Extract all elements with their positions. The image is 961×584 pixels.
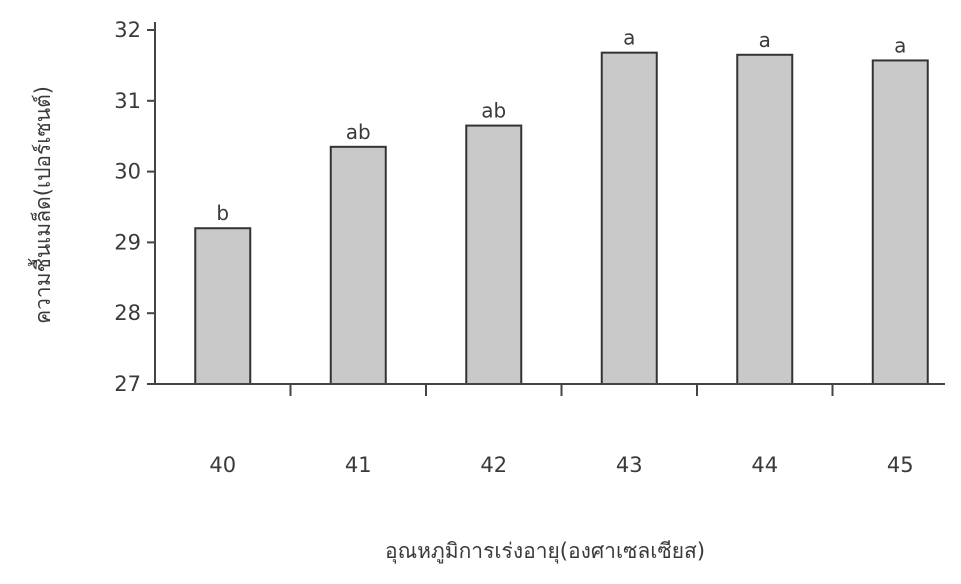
significance-label-40: b (216, 201, 229, 225)
significance-label-42: ab (481, 99, 506, 123)
significance-label-41: ab (346, 120, 371, 144)
y-axis: 27 28 29 30 31 32 (114, 18, 156, 396)
y-axis-title: ความชื้นเมล็ด(เปอร์เซนต์) (28, 86, 55, 324)
x-tick-label: 42 (480, 453, 507, 477)
y-tick-label: 32 (114, 18, 141, 42)
y-tick-label: 28 (114, 301, 141, 325)
significance-labels: b ab ab a a a (216, 26, 906, 226)
x-tick-label: 44 (751, 453, 778, 477)
bar-43 (600, 51, 658, 385)
bar-42 (465, 124, 523, 386)
bar-41 (329, 145, 387, 385)
x-axis: 40 41 42 43 44 45 (155, 383, 945, 477)
x-tick-label: 45 (887, 453, 914, 477)
bar-40 (194, 227, 252, 385)
x-tick-label: 43 (616, 453, 643, 477)
bars (194, 51, 929, 386)
y-tick-label: 30 (114, 160, 141, 184)
bar-45 (871, 59, 929, 385)
x-axis-title: อุณหภูมิการเร่งอายุ(องศาเซลเซียส) (385, 539, 705, 564)
significance-label-45: a (894, 33, 906, 57)
significance-label-44: a (759, 28, 771, 52)
y-tick-label: 27 (114, 372, 141, 396)
y-tick-label: 31 (114, 89, 141, 113)
x-tick-label: 40 (209, 453, 236, 477)
significance-label-43: a (623, 26, 635, 50)
bar-44 (736, 53, 794, 385)
x-tick-label: 41 (345, 453, 372, 477)
y-tick-label: 29 (114, 230, 141, 254)
